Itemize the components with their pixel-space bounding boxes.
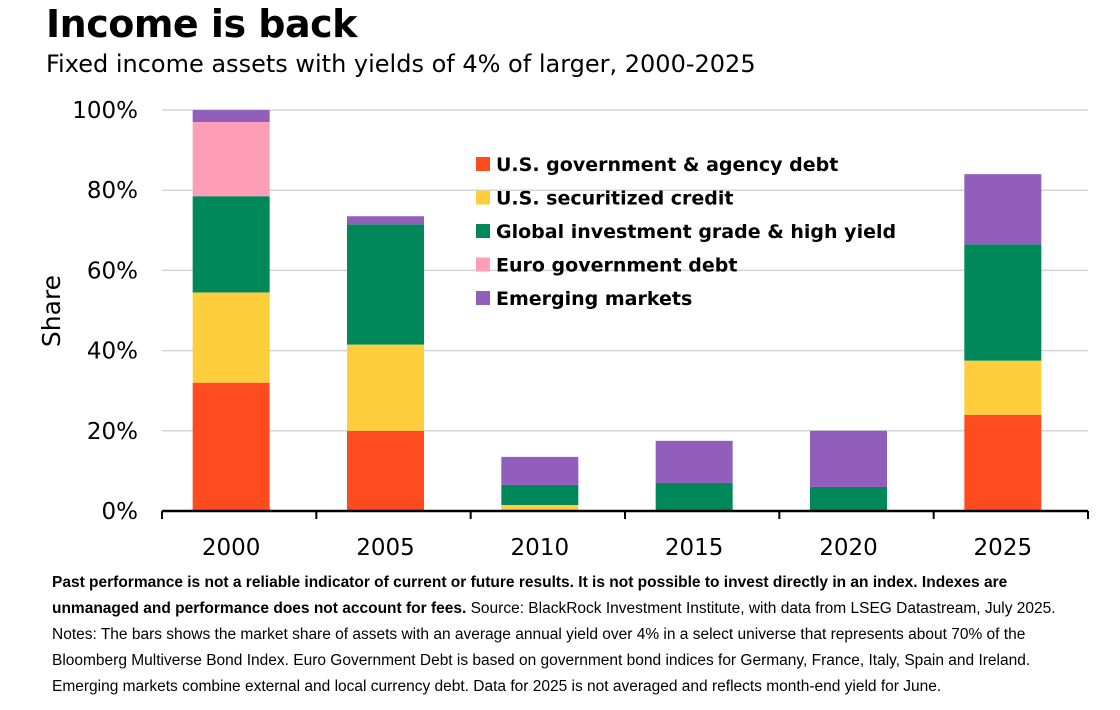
footnote-disclaimer: Past performance is not a reliable indic… xyxy=(52,574,1008,617)
x-tick-label: 2020 xyxy=(819,535,878,561)
legend-swatch xyxy=(476,257,490,272)
y-tick-label: 100% xyxy=(72,98,138,124)
legend-label: Euro government debt xyxy=(496,255,737,277)
bar-segment xyxy=(192,196,270,293)
footnote: Past performance is not a reliable indic… xyxy=(52,570,1082,700)
bar-segment xyxy=(810,486,887,511)
bar-segment xyxy=(347,344,424,431)
legend-label: Global investment grade & high yield xyxy=(496,221,896,243)
x-tick-label: 2010 xyxy=(511,535,570,561)
legend-swatch xyxy=(476,190,490,205)
bar-segment xyxy=(810,430,887,487)
stacked-bar-chart: 0% 20% 40% 60% 80% 100% 2000 2005 2010 2015 2020 20… xyxy=(37,98,1089,561)
x-tick-label: 2025 xyxy=(974,535,1033,561)
y-tick-label: 20% xyxy=(87,419,138,445)
bar-segment xyxy=(192,110,270,123)
bar-segment xyxy=(192,382,270,511)
bar-segment xyxy=(501,456,579,485)
bar-segment xyxy=(964,174,1042,245)
bar-segment xyxy=(192,292,270,383)
legend-label: U.S. securitized credit xyxy=(496,188,734,210)
legend-swatch xyxy=(476,291,490,305)
y-tick-label: 0% xyxy=(102,499,139,525)
y-tick-label: 40% xyxy=(87,339,138,365)
y-axis-label: Share xyxy=(37,275,66,347)
legend-label: U.S. government & agency debt xyxy=(496,154,838,176)
bar-segment xyxy=(347,430,424,511)
bar-segment xyxy=(964,414,1042,511)
footnote-source-notes: Source: BlackRock Investment Institute, … xyxy=(52,600,1056,695)
axes: 0% 20% 40% 60% 80% 100% 2000 2005 2010 2015 2020 20… xyxy=(72,98,1089,561)
legend: U.S. government & agency debt U.S. securi… xyxy=(476,154,896,310)
chart-title: Income is back xyxy=(46,2,357,46)
bar-segment xyxy=(964,360,1042,415)
bar-segment xyxy=(501,484,579,505)
bar-segment xyxy=(964,244,1042,361)
bar-segment xyxy=(501,504,579,511)
bar-segment xyxy=(192,122,270,197)
legend-swatch xyxy=(476,157,490,171)
x-tick-label: 2000 xyxy=(202,535,261,561)
chart-subtitle: Fixed income assets with yields of 4% of… xyxy=(46,50,756,78)
bar-segment xyxy=(347,216,424,225)
legend-label: Emerging markets xyxy=(496,288,692,310)
x-tick-label: 2005 xyxy=(356,535,415,561)
bar-segment xyxy=(347,224,424,345)
bar-segment xyxy=(655,482,733,511)
gridlines xyxy=(162,109,1088,432)
legend-swatch xyxy=(476,224,490,238)
bars xyxy=(192,110,1042,511)
y-tick-label: 80% xyxy=(87,178,138,204)
x-tick-label: 2015 xyxy=(665,535,724,561)
y-tick-label: 60% xyxy=(87,258,138,284)
bar-segment xyxy=(655,440,733,483)
